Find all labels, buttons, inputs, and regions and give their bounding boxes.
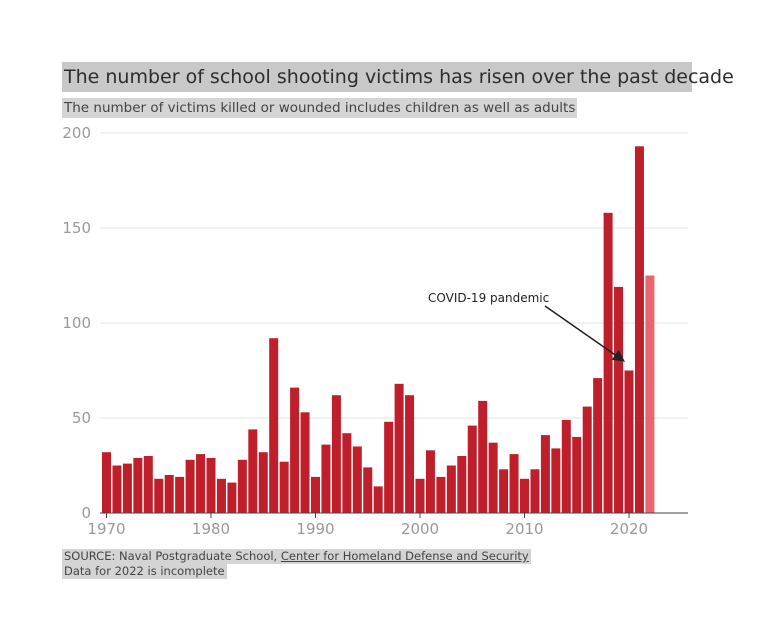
bar-2022 (645, 275, 655, 513)
y-tick-label: 100 (62, 314, 91, 332)
bar-2011 (530, 469, 540, 513)
bar-1998 (394, 383, 404, 513)
bar-2003 (446, 465, 456, 513)
bar-2001 (425, 450, 435, 513)
bar-1976 (164, 475, 174, 513)
bar-1981 (216, 478, 226, 513)
incomplete-note: Data for 2022 is incomplete (62, 564, 227, 579)
bar-2012 (540, 435, 550, 513)
source-prefix: SOURCE: Naval Postgraduate School, (64, 549, 281, 563)
annotation-label: COVID-19 pandemic (428, 291, 549, 305)
bar-2008 (499, 469, 509, 513)
bar-1970 (102, 452, 111, 513)
bar-2010 (520, 478, 529, 513)
bar-2007 (488, 442, 498, 513)
bar-1985 (258, 452, 268, 513)
bar-2005 (467, 425, 477, 513)
chart-footer: SOURCE: Naval Postgraduate School, Cente… (62, 549, 531, 579)
bar-2009 (509, 454, 519, 513)
bar-1986 (269, 338, 279, 513)
bar-1975 (154, 478, 164, 513)
y-tick-label: 150 (62, 219, 91, 237)
bar-1971 (112, 465, 122, 513)
bar-2004 (457, 456, 467, 513)
bar-1973 (133, 457, 143, 513)
bar-2000 (415, 478, 425, 513)
x-tick-label: 2020 (610, 520, 648, 538)
bar-2016 (582, 406, 592, 513)
source-line: SOURCE: Naval Postgraduate School, Cente… (62, 549, 531, 564)
bar-1996 (373, 486, 383, 513)
x-tick-label: 2010 (505, 520, 543, 538)
bar-1977 (175, 476, 185, 513)
chart-title: The number of school shooting victims ha… (62, 62, 734, 92)
x-tick-label: 1970 (87, 520, 125, 538)
bar-2002 (436, 476, 446, 513)
bar-1990 (311, 476, 320, 513)
y-tick-label: 50 (72, 409, 91, 427)
bar-1999 (405, 395, 415, 513)
x-tick-label: 1990 (296, 520, 334, 538)
x-tick-label: 1980 (192, 520, 230, 538)
bar-2018 (603, 212, 613, 514)
bar-1987 (279, 461, 289, 513)
source-link[interactable]: Center for Homeland Defense and Security (280, 549, 529, 563)
bar-1993 (342, 433, 352, 513)
bar-1997 (384, 421, 394, 513)
chart-subtitle: The number of victims killed or wounded … (62, 98, 578, 118)
bar-2017 (593, 378, 603, 513)
bar-2019 (614, 286, 624, 513)
bar-1972 (122, 463, 132, 513)
y-tick-label: 0 (81, 504, 91, 522)
bar-1984 (248, 429, 258, 513)
bar-1994 (352, 446, 362, 513)
bar-1980 (206, 457, 216, 513)
bar-1989 (300, 412, 310, 513)
y-tick-label: 200 (62, 124, 91, 142)
x-tick-label: 2000 (401, 520, 439, 538)
bar-1979 (196, 454, 206, 513)
bar-2020 (624, 370, 634, 513)
bar-1988 (290, 387, 300, 513)
bar-2021 (634, 146, 644, 514)
bar-2014 (561, 419, 571, 513)
bar-1995 (363, 467, 373, 513)
bar-1983 (237, 459, 247, 513)
bar-1982 (227, 482, 237, 513)
bar-1974 (143, 456, 153, 513)
annotation-arrow (544, 305, 625, 362)
bar-1978 (185, 459, 195, 513)
bar-1992 (331, 395, 341, 513)
bar-2015 (572, 437, 582, 513)
bar-2013 (551, 448, 561, 513)
bar-2006 (478, 400, 488, 513)
bar-1991 (321, 444, 331, 513)
